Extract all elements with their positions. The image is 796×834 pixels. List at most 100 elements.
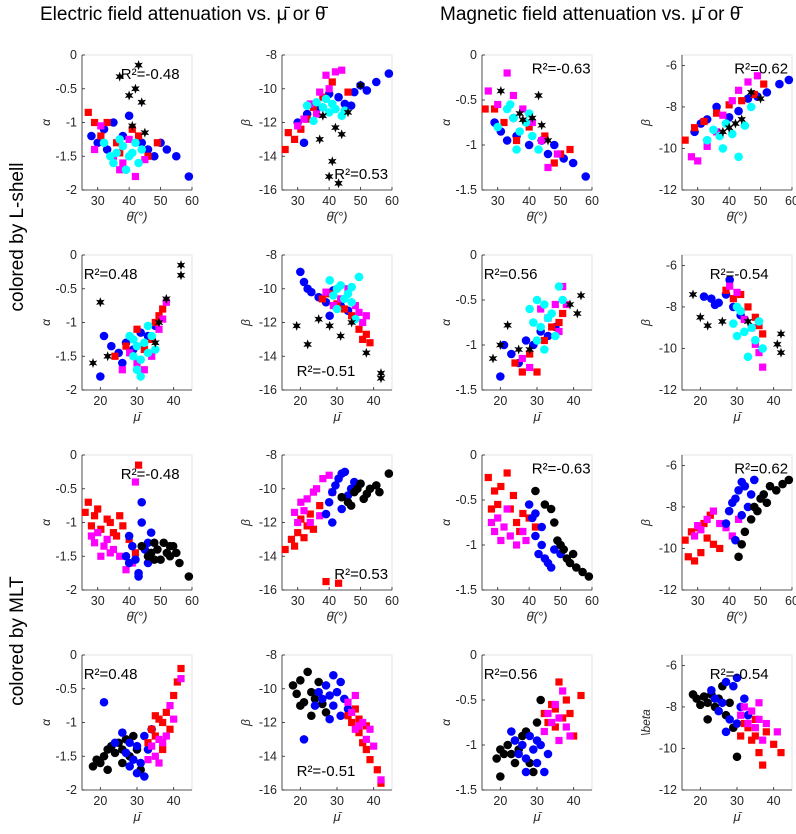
y-axis-label: β — [639, 519, 653, 527]
data-point-circle — [151, 345, 160, 354]
data-point-circle — [347, 297, 356, 307]
data-point-square — [531, 523, 540, 531]
y-tick-label: -12 — [659, 183, 677, 197]
data-point-star — [176, 260, 186, 271]
y-tick-label: -10 — [259, 282, 277, 296]
data-point-circle — [532, 718, 542, 727]
x-tick-label: 40 — [522, 194, 536, 208]
data-point-star — [331, 122, 340, 133]
data-point-square — [155, 715, 163, 723]
data-point-square — [681, 136, 689, 144]
x-tick-label: 40 — [722, 594, 736, 608]
data-point-square — [366, 725, 374, 733]
data-point-circle — [540, 500, 550, 509]
x-tick-label: 50 — [154, 594, 168, 608]
data-point-circle — [327, 487, 337, 497]
data-point-square — [106, 518, 114, 527]
y-tick-label: -8 — [266, 648, 277, 662]
data-point-circle — [540, 767, 549, 777]
data-point-square — [744, 724, 752, 732]
y-tick-label: -16 — [259, 183, 277, 197]
y-tick-label: -16 — [259, 583, 277, 597]
subplot-r4c3: 0 -0.5 -1 -1.5 20 30 40 μ̄ α R²=0.56 — [439, 648, 593, 824]
r-squared-annotation: R²=-0.63 — [532, 461, 591, 478]
data-point-star — [776, 328, 786, 339]
data-point-square — [151, 318, 159, 327]
data-point-circle — [725, 698, 734, 708]
data-point-circle — [725, 275, 734, 285]
data-point-circle — [137, 138, 147, 148]
y-tick-label: -12 — [659, 583, 677, 597]
data-point-circle — [740, 121, 750, 130]
y-tick-label: -0.5 — [455, 93, 477, 107]
data-point-circle — [124, 531, 134, 541]
data-point-square — [300, 115, 308, 123]
x-tick-label: 40 — [567, 794, 581, 808]
y-tick-label: -6 — [666, 658, 677, 672]
data-point-square — [541, 132, 549, 140]
y-axis-label: α — [39, 318, 53, 326]
data-point-circle — [324, 497, 334, 507]
data-point-square — [325, 471, 333, 479]
y-tick-label: -1.5 — [455, 383, 477, 397]
data-point-circle — [515, 127, 525, 136]
y-axis-label: \beta — [639, 709, 653, 736]
data-point-square — [322, 577, 330, 586]
data-point-square — [316, 88, 324, 96]
data-point-star — [776, 347, 786, 358]
data-point-square — [577, 691, 585, 700]
data-point-square — [540, 727, 548, 736]
data-point-circle — [784, 75, 794, 85]
data-point-square — [481, 105, 489, 113]
data-point-star — [731, 118, 740, 129]
data-point-square — [159, 739, 167, 747]
data-point-star — [496, 340, 505, 350]
data-point-square — [544, 709, 552, 718]
data-point-square — [509, 491, 518, 500]
y-tick-label: 0 — [470, 48, 477, 62]
data-point-circle — [546, 563, 556, 572]
r-squared-annotation: R²=0.48 — [84, 666, 138, 683]
data-point-circle — [732, 302, 742, 312]
x-axis-label: θ̄(°) — [527, 209, 548, 224]
data-point-circle — [336, 711, 345, 721]
data-point-circle — [112, 148, 121, 158]
data-point-square — [287, 535, 296, 543]
subplot-r2c4: -6 -8 -10 -12 20 30 40 μ̄ β R²=-0.54 — [639, 254, 793, 424]
data-point-square — [331, 68, 340, 76]
data-point-circle — [536, 322, 545, 332]
x-tick-label: 40 — [322, 194, 336, 208]
data-point-square — [312, 485, 321, 493]
data-point-circle — [512, 145, 521, 154]
x-axis-label: μ̄ — [732, 409, 742, 424]
data-point-circle — [149, 538, 159, 548]
data-point-square — [333, 300, 341, 308]
data-point-circle — [109, 158, 118, 168]
data-point-circle — [734, 552, 743, 562]
y-tick-label: -14 — [259, 549, 277, 563]
data-point-circle — [762, 88, 772, 97]
data-point-square — [344, 698, 352, 706]
data-point-circle — [165, 541, 175, 551]
data-point-circle — [499, 340, 509, 350]
y-axis-label: β — [239, 319, 253, 327]
data-point-circle — [510, 736, 520, 745]
data-point-circle — [307, 711, 316, 721]
data-point-square — [712, 109, 721, 117]
data-point-square — [494, 500, 502, 509]
data-point-circle — [775, 79, 784, 89]
data-point-square — [562, 300, 570, 309]
data-point-square — [716, 519, 724, 528]
data-point-circle — [105, 151, 115, 161]
data-point-circle — [746, 490, 756, 499]
data-point-square — [355, 715, 363, 723]
data-point-square — [84, 498, 92, 506]
data-point-circle — [740, 481, 750, 491]
data-point-square — [148, 742, 156, 750]
y-tick-label: -0.5 — [55, 482, 77, 496]
data-point-square — [340, 305, 348, 313]
data-point-star — [347, 317, 356, 328]
data-point-circle — [532, 736, 542, 745]
data-point-circle — [718, 698, 727, 708]
data-point-square — [170, 691, 178, 700]
